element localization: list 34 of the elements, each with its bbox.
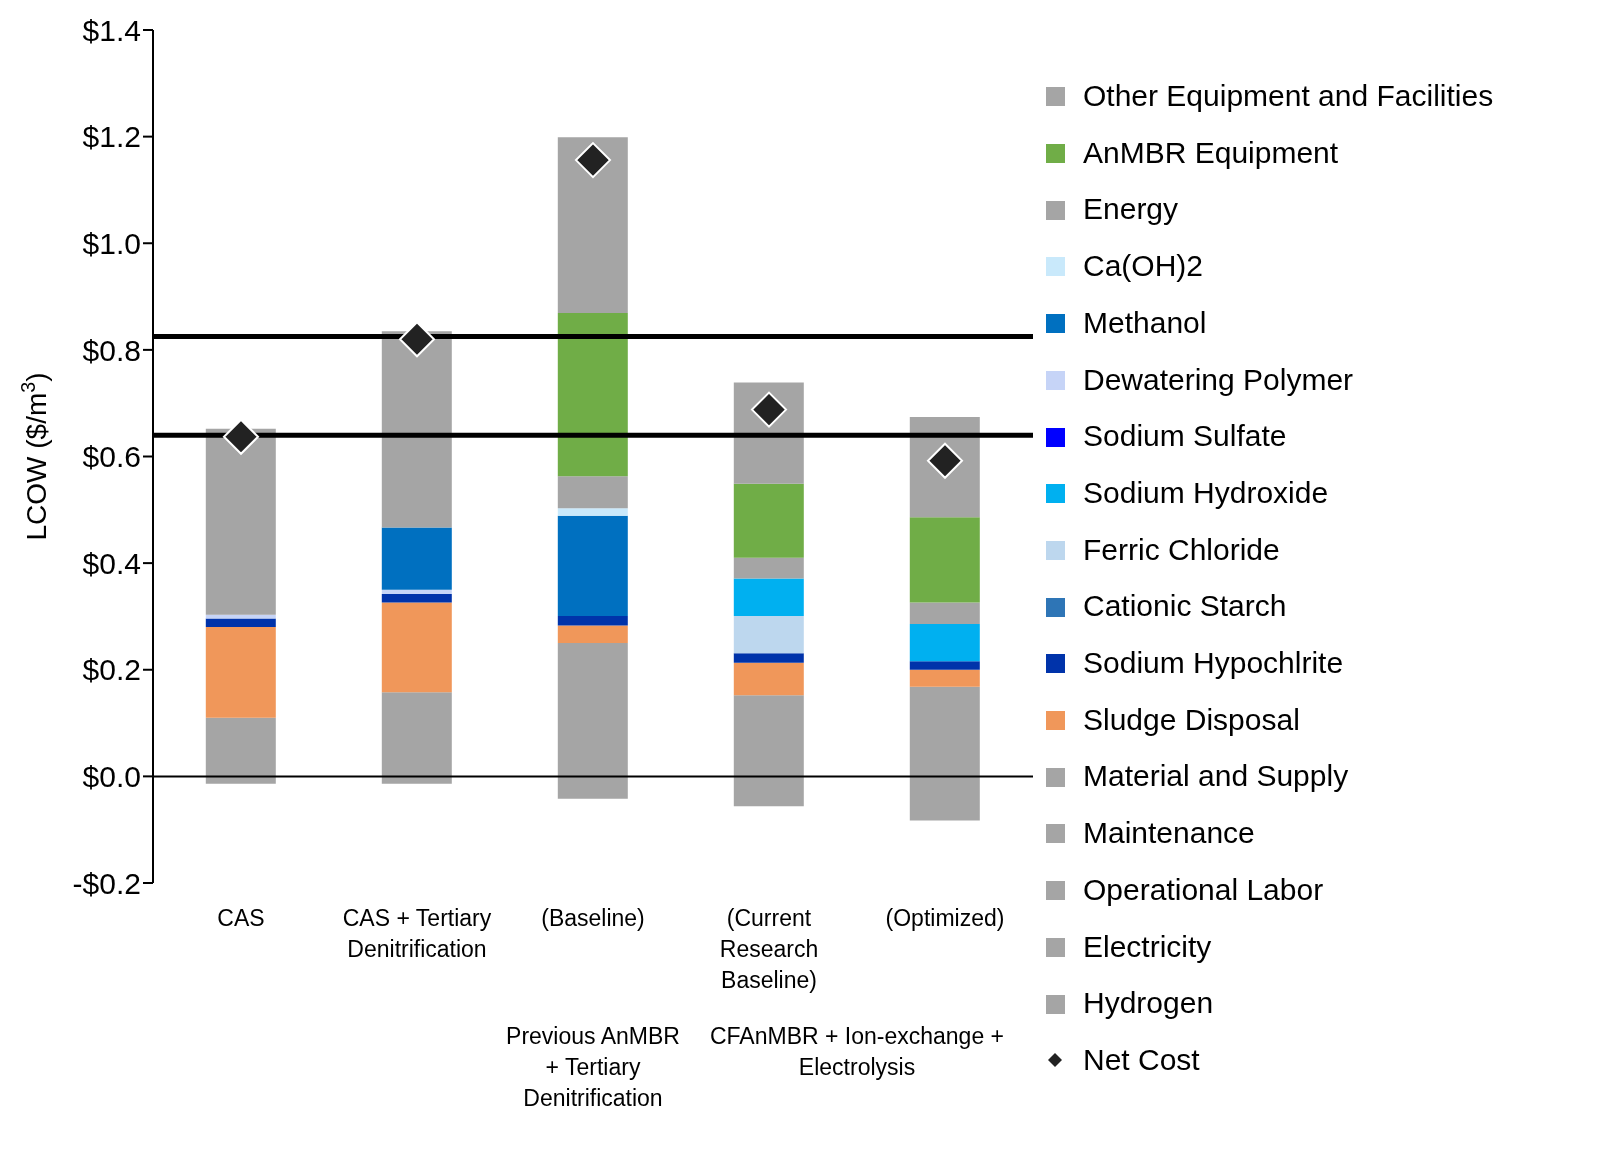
legend-label: Sludge Disposal [1083, 701, 1300, 738]
legend-label: Ferric Chloride [1083, 531, 1280, 568]
y-tick-label: $0.6 [82, 440, 141, 474]
legend-label: Cationic Starch [1083, 588, 1287, 625]
y-tick-label: $0.0 [82, 760, 141, 794]
legend-label: Material and Supply [1083, 758, 1349, 795]
y-tick-label: $1.4 [82, 13, 141, 47]
text: CFAnMBR + Ion-exchange + Electrolysis [709, 1023, 1005, 1081]
legend-label: Ca(OH)2 [1083, 248, 1204, 285]
legend-label: Energy [1083, 191, 1179, 228]
legend-label: Sodium Sulfate [1083, 418, 1287, 455]
x-tick-label: (Baseline) [541, 905, 645, 931]
y-tick-label: $0.4 [82, 546, 141, 580]
legend-label: AnMBR Equipment [1083, 134, 1339, 171]
y-tick-label: -$0.2 [72, 866, 141, 900]
x-tick-label: CAS + Tertiary Denitrification [342, 905, 492, 963]
legend-label: Sodium Hydroxide [1083, 474, 1329, 511]
y-tick-label: $1.2 [82, 120, 141, 154]
y-tick-label: $0.2 [82, 653, 141, 687]
legend-label: Other Equipment and Facilities [1083, 78, 1494, 114]
y-tick-label: $0.8 [82, 333, 141, 367]
legend-label: Dewatering Polymer [1083, 361, 1354, 398]
x-tick-label: CAS [217, 905, 265, 931]
y-tick-label: $1.0 [82, 226, 141, 260]
text: Previous AnMBR + Tertiary Denitrification [506, 1023, 680, 1112]
legend-label: Operational Labor [1083, 871, 1324, 908]
x-tick-label: (Optimized) [885, 905, 1005, 931]
legend-label: Net Cost [1083, 1041, 1200, 1078]
legend-label: Maintenance [1083, 815, 1255, 852]
legend-label: Sodium Hypochlrite [1083, 645, 1344, 682]
x-tick-label: (Current Research Baseline) [719, 905, 819, 994]
legend-label: Hydrogen [1083, 985, 1214, 1022]
legend-label: Electricity [1083, 928, 1212, 965]
legend-label: Methanol [1083, 304, 1207, 341]
